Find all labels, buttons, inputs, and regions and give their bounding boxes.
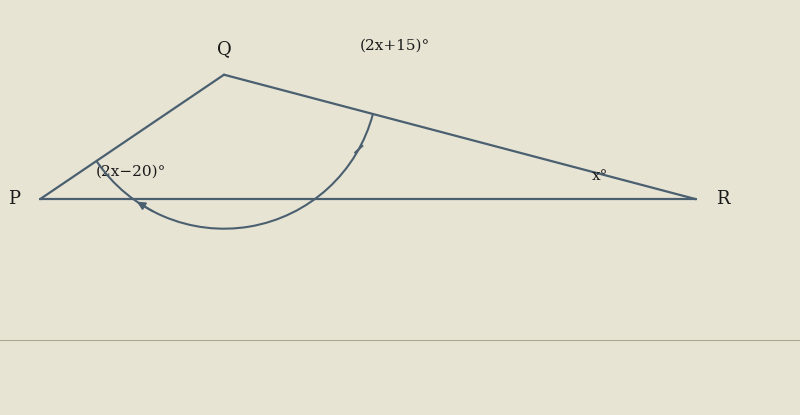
Text: (2x+15)°: (2x+15)° [360, 39, 430, 53]
Text: P: P [8, 190, 20, 208]
Text: (2x−20)°: (2x−20)° [96, 164, 166, 178]
Text: R: R [716, 190, 730, 208]
Text: Q: Q [217, 40, 231, 58]
Text: x°: x° [592, 168, 608, 183]
